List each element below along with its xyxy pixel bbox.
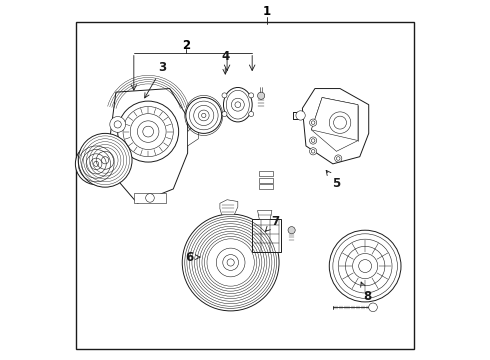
Circle shape [182, 214, 279, 311]
Polygon shape [259, 184, 273, 189]
Circle shape [248, 112, 254, 117]
Circle shape [222, 93, 227, 98]
Circle shape [146, 194, 154, 202]
Circle shape [78, 134, 132, 187]
Polygon shape [220, 200, 238, 215]
Circle shape [222, 112, 227, 117]
Text: 4: 4 [221, 50, 229, 74]
Polygon shape [311, 98, 358, 140]
Circle shape [186, 98, 221, 134]
Circle shape [335, 155, 342, 162]
Polygon shape [258, 211, 272, 220]
Polygon shape [302, 89, 368, 164]
Circle shape [288, 226, 295, 234]
Circle shape [296, 111, 305, 120]
Polygon shape [134, 193, 166, 203]
Polygon shape [188, 121, 198, 146]
Ellipse shape [223, 87, 252, 122]
Polygon shape [115, 158, 122, 169]
Text: 3: 3 [145, 60, 167, 98]
Polygon shape [259, 171, 273, 176]
Circle shape [258, 92, 265, 99]
Circle shape [310, 148, 317, 155]
Polygon shape [109, 89, 188, 203]
Circle shape [248, 93, 254, 98]
Circle shape [329, 230, 401, 302]
Circle shape [310, 137, 317, 144]
Circle shape [110, 117, 125, 132]
Circle shape [118, 101, 179, 162]
Text: 8: 8 [361, 282, 371, 303]
Circle shape [368, 303, 377, 312]
Text: 2: 2 [182, 39, 190, 52]
Text: 7: 7 [266, 215, 279, 231]
Text: 5: 5 [326, 170, 341, 190]
Polygon shape [252, 220, 281, 252]
Text: 1: 1 [263, 5, 270, 18]
Circle shape [75, 143, 117, 185]
Circle shape [329, 112, 351, 134]
Text: 6: 6 [185, 251, 200, 264]
Polygon shape [259, 178, 273, 183]
Circle shape [310, 119, 317, 126]
